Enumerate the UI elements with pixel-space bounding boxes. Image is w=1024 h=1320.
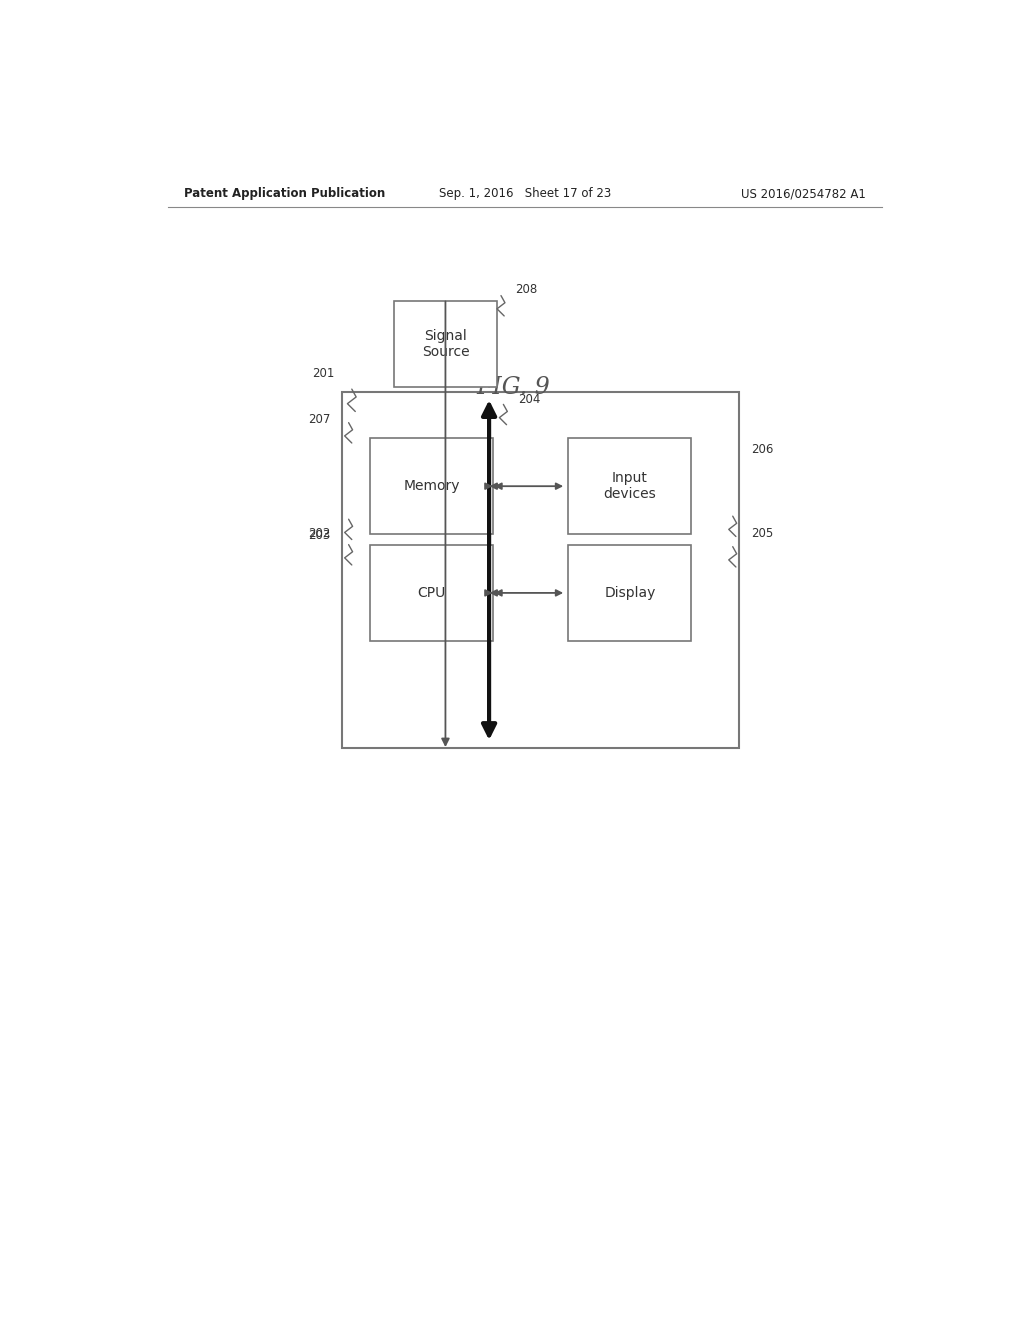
Text: FIG. 9: FIG. 9 — [476, 376, 550, 399]
Text: 202: 202 — [308, 527, 331, 540]
Bar — [342, 392, 739, 748]
Text: Signal
Source: Signal Source — [422, 329, 469, 359]
Bar — [568, 545, 691, 642]
Text: 208: 208 — [515, 282, 538, 296]
Text: CPU: CPU — [418, 586, 445, 599]
Text: US 2016/0254782 A1: US 2016/0254782 A1 — [741, 187, 866, 201]
Bar — [370, 545, 494, 642]
Text: Memory: Memory — [403, 479, 460, 494]
Text: Display: Display — [604, 586, 655, 599]
Text: Input
devices: Input devices — [603, 471, 656, 502]
Text: 205: 205 — [751, 527, 773, 540]
Text: 201: 201 — [312, 367, 334, 380]
Text: Sep. 1, 2016   Sheet 17 of 23: Sep. 1, 2016 Sheet 17 of 23 — [438, 187, 611, 201]
Text: 206: 206 — [751, 444, 773, 455]
Text: Patent Application Publication: Patent Application Publication — [183, 187, 385, 201]
Bar — [568, 438, 691, 535]
Text: 204: 204 — [518, 393, 540, 407]
Text: 203: 203 — [308, 529, 331, 543]
Bar — [394, 301, 497, 387]
Bar — [370, 438, 494, 535]
Text: 207: 207 — [308, 413, 331, 426]
